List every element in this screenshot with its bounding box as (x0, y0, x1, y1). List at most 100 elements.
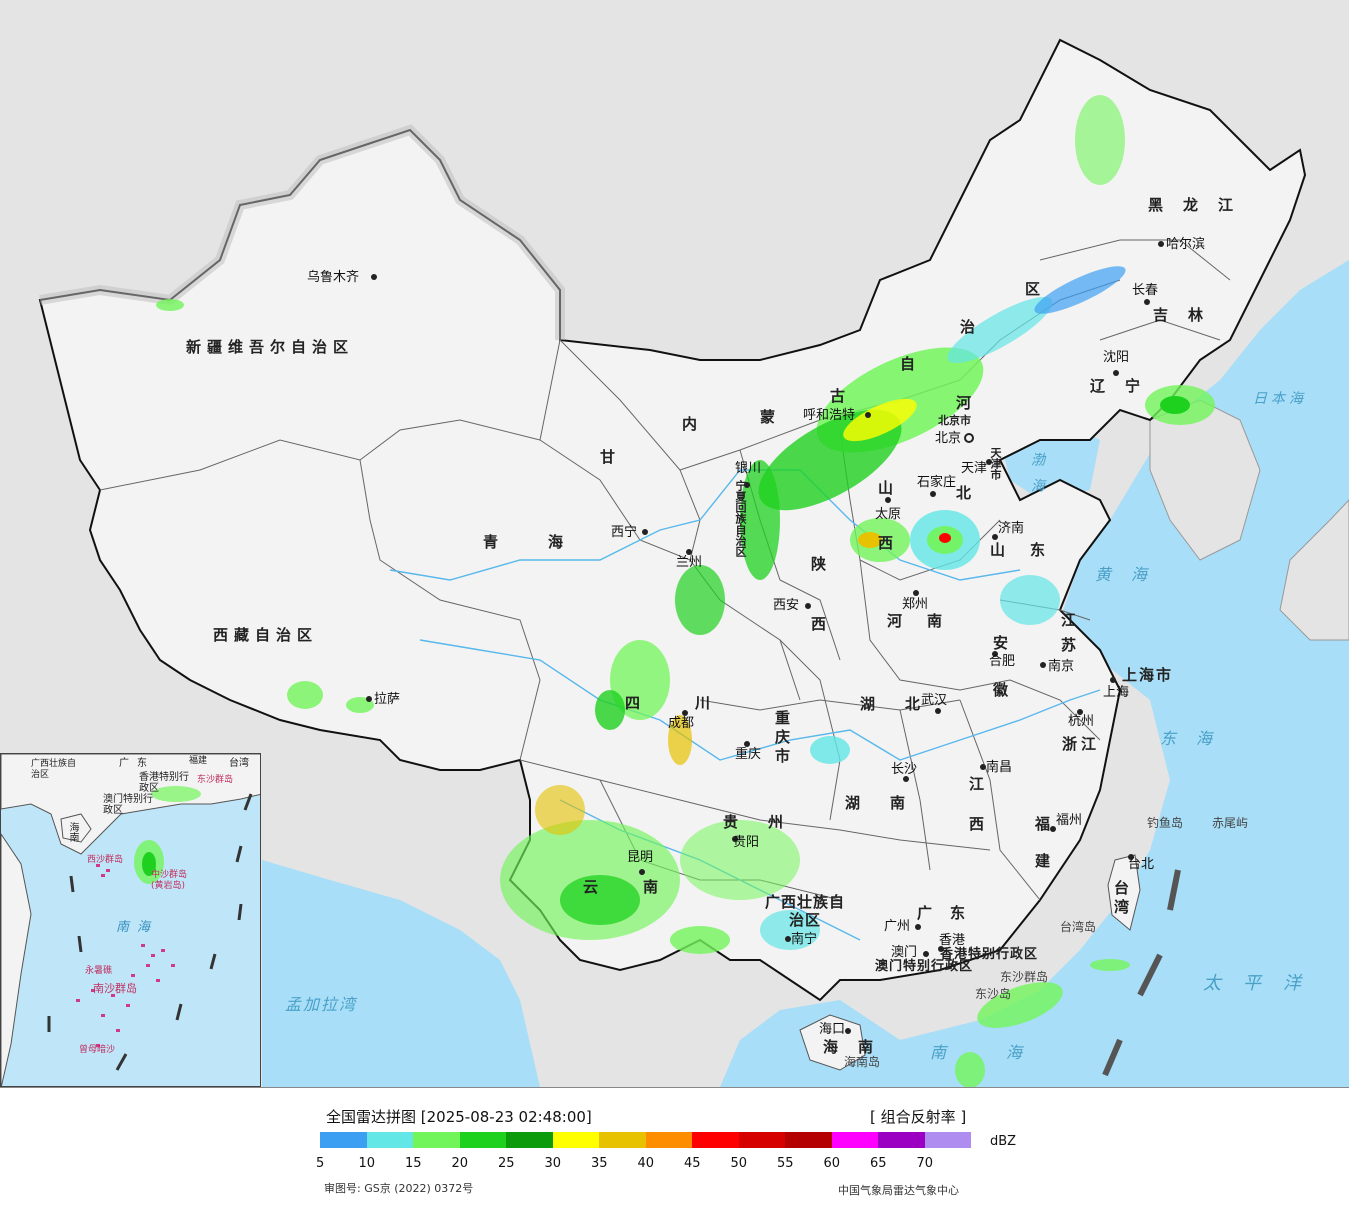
province-hk: 香港特别行政区 (940, 947, 1039, 962)
province-zhejiang: 浙江 (1062, 735, 1101, 753)
city-guiyang: 贵阳 (733, 835, 760, 850)
inset-label-guangxi: 广西壮族自治区 (31, 759, 77, 780)
city-tianjin: 天津 (961, 461, 988, 476)
scale-swatch (738, 1132, 785, 1148)
province-hubei: 湖北 (860, 695, 951, 713)
scale-swatch (692, 1132, 739, 1148)
province-neimeng-4: 自 (900, 355, 922, 373)
province-neimeng-3: 古 (830, 387, 852, 405)
scale-swatch (366, 1132, 413, 1148)
island-hainan: 海南岛 (844, 1055, 881, 1069)
province-tianjin: 天津市 (989, 447, 1002, 480)
scale-swatch (459, 1132, 506, 1148)
province-jiangsu: 江苏 (1059, 612, 1077, 662)
city-kunming: 昆明 (627, 850, 654, 865)
island-dongsha-group: 东沙群岛 (1000, 970, 1049, 984)
province-hainan: 海南 (823, 1038, 894, 1056)
city-nanning: 南宁 (791, 932, 818, 947)
city-dot-chengdu (682, 710, 688, 716)
inset-label-nansha: 南沙群岛 (93, 982, 137, 995)
city-dot-hangzhou (1077, 709, 1083, 715)
scale-swatch (645, 1132, 692, 1148)
city-dot-haikou (845, 1028, 851, 1034)
inset-dashed-line (47, 793, 253, 1071)
province-hunan: 湖南 (845, 794, 936, 812)
legend-title: 全国雷达拼图 [2025-08-23 02:48:00] (326, 1108, 592, 1126)
city-xining: 西宁 (611, 525, 638, 540)
city-nanchang: 南昌 (986, 760, 1013, 775)
province-gansu: 甘 (600, 448, 622, 466)
city-dot-jinan (992, 534, 998, 540)
province-shanxi: 山西 (876, 480, 894, 590)
scale-swatch (413, 1132, 460, 1148)
city-dot-hohhot (865, 412, 871, 418)
inset-label-fujian: 福建 (189, 756, 208, 766)
city-hongkong: 香港 (939, 933, 966, 948)
scale-swatch (878, 1132, 925, 1148)
inset-label-guangdong: 广东 (119, 758, 155, 769)
map-approval-number: 审图号: GS京 (2022) 0372号 (324, 1182, 474, 1195)
legend-panel: 全国雷达拼图 [2025-08-23 02:48:00] [ 组合反射率 ] 5… (0, 1088, 1349, 1208)
inset-label-hainan: 海南 (67, 822, 78, 842)
taiwan-island (1107, 854, 1141, 931)
border-glow (39, 124, 565, 340)
radar-map[interactable]: 新疆维吾尔自治区 西藏自治区 青海 甘 内 蒙 古 自 治 区 黑龙江 吉林 辽… (0, 0, 1349, 1088)
province-guangxi: 广西壮族自治区 (765, 893, 846, 929)
inset-canvas (1, 754, 260, 1086)
city-dot-lanzhou (686, 549, 692, 555)
province-shandong: 山东 (990, 541, 1071, 559)
sea-east: 东海 (1160, 729, 1233, 748)
inset-label-zengmu: 曾母暗沙 (79, 1045, 116, 1055)
inset-label-taiwan: 台湾 (229, 758, 249, 769)
island-dongsha: 东沙岛 (975, 987, 1012, 1001)
city-chengdu: 成都 (668, 716, 695, 731)
legend-product: [ 组合反射率 ] (870, 1108, 967, 1126)
scale-tick-label: 50 (730, 1156, 748, 1171)
province-liaoning: 辽宁 (1090, 377, 1161, 395)
scale-tick-label: 15 (405, 1156, 422, 1171)
scale-tick-label: 45 (684, 1156, 701, 1171)
city-dot-macau (923, 951, 929, 957)
scale-unit: dBZ (990, 1134, 1017, 1149)
city-taipei: 台北 (1128, 857, 1155, 872)
province-sichuan: 四川 (625, 694, 766, 712)
scale-swatch (831, 1132, 878, 1148)
city-yinchuan: 银川 (735, 461, 762, 476)
city-lanzhou: 兰州 (676, 555, 703, 570)
scale-tick-label: 60 (823, 1156, 841, 1171)
province-guizhou: 贵州 (723, 813, 814, 831)
scale-tick-label: 55 (777, 1156, 794, 1171)
province-jiangxi: 江西 (967, 776, 985, 856)
province-jilin: 吉林 (1153, 306, 1224, 324)
scale-tick-label: 5 (316, 1156, 325, 1171)
city-hefei: 合肥 (989, 654, 1016, 669)
city-dot-nanchang (980, 764, 986, 770)
scale-ticks: 5 10 15 20 25 30 35 40 45 50 55 60 65 70 (312, 1156, 952, 1172)
province-chongqing: 重庆市 (773, 710, 791, 767)
city-dot-yinchuan (744, 482, 750, 488)
province-qinghai: 青海 (483, 533, 614, 551)
city-hangzhou: 杭州 (1068, 714, 1095, 729)
island-taiwan: 台湾岛 (1060, 920, 1097, 934)
city-dot-tianjin (986, 459, 992, 465)
scale-tick-label: 70 (916, 1156, 934, 1171)
province-yunnan: 云南 (583, 878, 704, 896)
inset-label-yongshu: 永暑礁 (85, 966, 113, 976)
city-dot-fuzhou (1050, 826, 1056, 832)
city-fuzhou: 福州 (1056, 813, 1083, 828)
city-dot-nanjing (1040, 662, 1046, 668)
inset-label-mo: 澳门特别行政区 (103, 794, 153, 816)
inset-label-xisha: 西沙群岛 (87, 855, 124, 865)
city-shijiazhuang: 石家庄 (917, 475, 957, 490)
scale-tick-label: 30 (544, 1156, 562, 1171)
province-neimeng-2: 蒙 (760, 408, 782, 426)
city-dot-shanghai (1110, 677, 1116, 683)
city-dot-xining (642, 529, 648, 535)
province-guangdong: 广东 (917, 904, 984, 922)
city-dot-lhasa (366, 696, 372, 702)
city-dot-taiyuan (885, 497, 891, 503)
inset-left-land (1, 833, 32, 1086)
city-jinan: 济南 (998, 521, 1025, 536)
city-dot-guiyang (732, 836, 738, 842)
scale-swatch (785, 1132, 832, 1148)
